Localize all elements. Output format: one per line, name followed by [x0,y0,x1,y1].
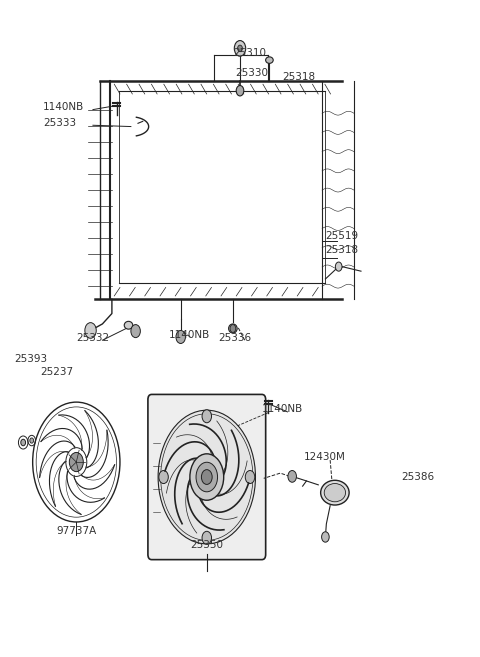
Text: 25350: 25350 [190,540,223,550]
Circle shape [131,325,140,338]
Ellipse shape [265,57,273,63]
Text: 1140NB: 1140NB [169,330,210,340]
Circle shape [202,532,212,545]
Text: 1140NB: 1140NB [261,405,302,415]
Text: 25336: 25336 [219,334,252,344]
Text: 25330: 25330 [235,68,268,78]
Ellipse shape [324,484,346,502]
Circle shape [159,470,168,484]
Circle shape [190,454,224,500]
Text: 25333: 25333 [43,118,76,128]
Text: 25386: 25386 [401,472,434,482]
Circle shape [288,470,297,482]
Circle shape [234,41,246,57]
Ellipse shape [228,324,237,333]
Text: 25318: 25318 [283,72,316,82]
Circle shape [202,470,212,484]
Text: 25237: 25237 [41,367,74,377]
Text: 25519: 25519 [325,231,359,240]
Circle shape [236,85,244,96]
Circle shape [245,470,255,484]
FancyBboxPatch shape [148,394,265,560]
Text: 12430M: 12430M [304,452,346,462]
Circle shape [21,440,25,445]
Ellipse shape [124,321,133,329]
Text: 25332: 25332 [76,334,109,344]
Circle shape [30,438,34,443]
Text: 1140NB: 1140NB [43,102,84,112]
Text: 25310: 25310 [233,48,266,58]
Circle shape [85,323,96,338]
Text: 97737A: 97737A [56,526,96,535]
Circle shape [158,410,255,544]
Ellipse shape [321,480,349,505]
Circle shape [230,325,236,332]
Circle shape [69,453,84,472]
Circle shape [196,463,217,492]
Text: 25318: 25318 [325,245,359,255]
Circle shape [322,532,329,542]
Circle shape [336,262,342,271]
Circle shape [202,410,212,422]
Circle shape [238,45,242,52]
Text: 25393: 25393 [14,354,48,365]
Circle shape [176,330,185,344]
Bar [119,91,325,283]
